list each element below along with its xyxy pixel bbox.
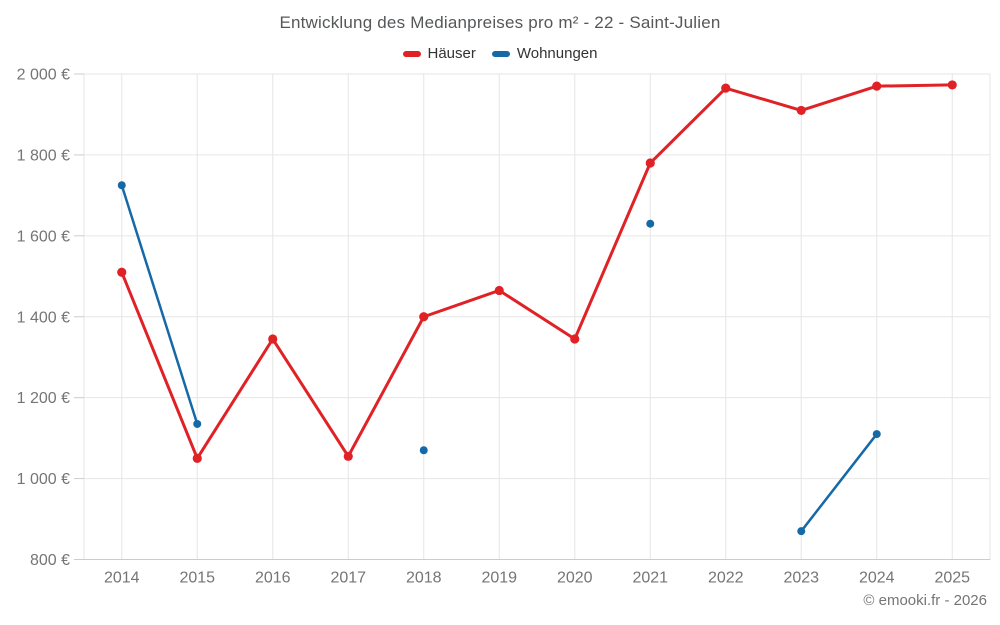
y-axis-label: 2 000 € <box>17 67 70 84</box>
series-line-h-user <box>120 83 954 460</box>
x-axis-label: 2024 <box>859 570 895 587</box>
y-axis-label: 1 000 € <box>17 471 70 488</box>
data-point-wohnungen-2021[interactable] <box>646 219 655 228</box>
legend-item-wohnungen[interactable]: Wohnungen <box>491 45 598 62</box>
x-axis-label: 2020 <box>557 570 593 587</box>
data-point-wohnungen-2024[interactable] <box>872 430 881 439</box>
x-axis-label: 2017 <box>330 570 366 587</box>
data-point-h-user-2015[interactable] <box>192 453 202 463</box>
legend-item-haeuser[interactable]: Häuser <box>402 45 476 62</box>
data-point-h-user-2017[interactable] <box>343 451 353 461</box>
chart-legend: Häuser Wohnungen <box>0 45 1000 62</box>
series-line-wohnungen <box>800 432 878 533</box>
y-axis-label: 800 € <box>30 552 70 569</box>
legend-label-haeuser: Häuser <box>427 45 476 62</box>
wohnungen-series-swatch-icon <box>491 50 510 57</box>
legend-label-wohnungen: Wohnungen <box>516 45 598 62</box>
x-axis-label: 2023 <box>783 570 819 587</box>
x-axis-label: 2015 <box>179 570 215 587</box>
data-point-h-user-2019[interactable] <box>494 285 504 296</box>
x-axis-label: 2018 <box>406 570 442 587</box>
x-axis-label: 2014 <box>104 570 140 587</box>
data-point-h-user-2016[interactable] <box>268 334 278 344</box>
x-axis-label: 2016 <box>255 570 291 587</box>
x-axis-label: 2025 <box>934 570 970 587</box>
data-point-wohnungen-2023[interactable] <box>797 527 806 536</box>
x-axis-label: 2022 <box>708 570 744 587</box>
data-point-h-user-2023[interactable] <box>796 105 806 116</box>
y-axis-label: 1 200 € <box>17 390 70 407</box>
chart-title: Entwicklung des Medianpreises pro m² - 2… <box>279 13 721 32</box>
y-axis-label: 1 800 € <box>17 147 70 164</box>
x-axis-label: 2021 <box>632 570 668 587</box>
y-axis-label: 1 400 € <box>17 309 70 326</box>
y-axis-label: 1 600 € <box>17 228 70 245</box>
data-point-h-user-2022[interactable] <box>721 83 731 93</box>
data-point-wohnungen-2014[interactable] <box>117 181 126 190</box>
data-point-h-user-2018[interactable] <box>419 312 429 322</box>
data-point-h-user-2021[interactable] <box>645 158 655 168</box>
haeuser-series-swatch-icon <box>402 50 421 57</box>
data-point-h-user-2014[interactable] <box>117 267 127 277</box>
series-line-wohnungen <box>120 184 199 426</box>
data-point-wohnungen-2018[interactable] <box>419 446 428 455</box>
data-point-h-user-2024[interactable] <box>872 81 882 91</box>
x-axis-label: 2019 <box>481 570 517 587</box>
data-point-h-user-2025[interactable] <box>947 80 957 90</box>
data-point-wohnungen-2015[interactable] <box>193 419 202 428</box>
data-point-h-user-2020[interactable] <box>570 334 580 344</box>
copyright-credit: © emooki.fr - 2026 <box>863 592 987 609</box>
